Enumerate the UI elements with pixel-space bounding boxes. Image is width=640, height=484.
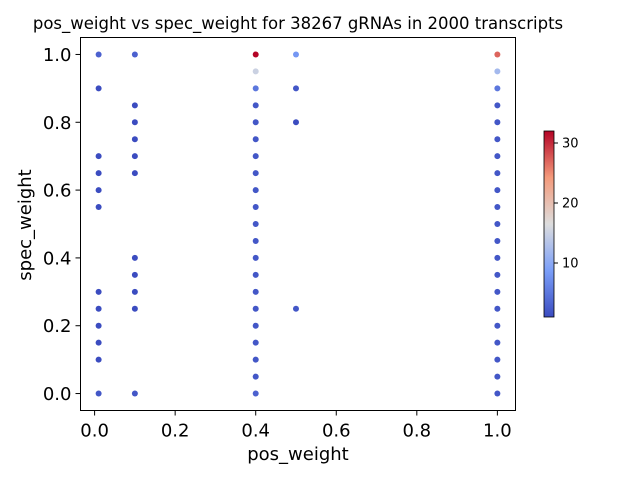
y-tick-label: 1.0 [43,45,72,66]
data-point [95,51,102,58]
data-point [494,187,501,194]
x-tick-label: 0.2 [161,421,190,442]
data-point [95,204,102,211]
data-point [252,85,259,92]
colorbar-tick-label: 20 [562,197,579,212]
y-tick-label: 0.4 [43,248,72,269]
y-axis-label: spec_weight [15,169,36,280]
data-point [95,153,102,160]
data-point [494,322,501,329]
x-tick-label: 0.6 [322,421,351,442]
data-point [95,187,102,194]
data-point [95,339,102,346]
data-point [494,51,501,58]
data-point [131,119,138,126]
x-tick-label: 0.4 [241,421,270,442]
data-point [252,170,259,177]
data-point [252,254,259,261]
data-point [131,390,138,397]
data-point [131,254,138,261]
colorbar-tick-label: 10 [562,257,579,272]
data-point [131,170,138,177]
points-layer [95,51,501,397]
data-point [494,254,501,261]
data-point [494,119,501,126]
data-point [131,136,138,143]
data-point [292,51,299,58]
x-axis-label: pos_weight [247,444,349,465]
data-point [131,288,138,295]
data-point [494,373,501,380]
data-point [252,187,259,194]
colorbar-tick-label: 30 [562,137,579,152]
data-point [95,390,102,397]
data-point [252,237,259,244]
y-tick-label: 0.6 [43,181,72,202]
colorbar-ticks: 10 20 30 [554,137,579,272]
y-tick-label: 0.0 [43,384,72,405]
data-point [494,136,501,143]
data-point [252,356,259,363]
x-tick-label: 0.8 [402,421,431,442]
data-point [252,102,259,109]
data-point [252,390,259,397]
data-point [252,305,259,312]
data-point [494,237,501,244]
data-point [252,373,259,380]
data-point [252,271,259,278]
data-point [494,170,501,177]
x-tick-label: 1.0 [483,421,512,442]
data-point [95,85,102,92]
data-point [494,390,501,397]
y-axis-ticks: 0.0 0.2 0.4 0.6 0.8 1.0 [43,45,81,405]
data-point [95,356,102,363]
data-point [252,221,259,227]
data-point [292,119,299,126]
data-point [252,136,259,143]
data-point [494,305,501,312]
data-point [131,305,138,312]
data-point [131,153,138,160]
data-point [494,153,501,160]
data-point [292,305,299,312]
data-point [494,288,501,295]
chart-title: pos_weight vs spec_weight for 38267 gRNA… [33,14,563,34]
colorbar [543,130,555,318]
x-axis-ticks: 0.0 0.2 0.4 0.6 0.8 1.0 [80,410,512,442]
data-point [494,339,501,346]
data-point [252,68,259,75]
data-point [494,221,501,227]
data-point [131,102,138,109]
data-point [252,322,259,329]
data-point [494,204,501,211]
y-tick-label: 0.2 [43,316,72,337]
data-point [95,288,102,295]
data-point [494,271,501,278]
data-point [95,322,102,329]
data-point [252,204,259,211]
data-point [252,288,259,295]
data-point [494,102,501,109]
data-point [252,51,259,58]
data-point [494,85,501,92]
data-point [95,305,102,312]
data-point [131,51,138,58]
x-tick-label: 0.0 [80,421,109,442]
data-point [252,119,259,126]
plot-frame [80,37,516,411]
data-point [494,356,501,363]
y-tick-label: 0.8 [43,113,72,134]
data-point [252,153,259,160]
data-point [252,339,259,346]
data-point [292,85,299,92]
data-point [95,170,102,177]
data-point [494,68,501,75]
data-point [131,271,138,278]
